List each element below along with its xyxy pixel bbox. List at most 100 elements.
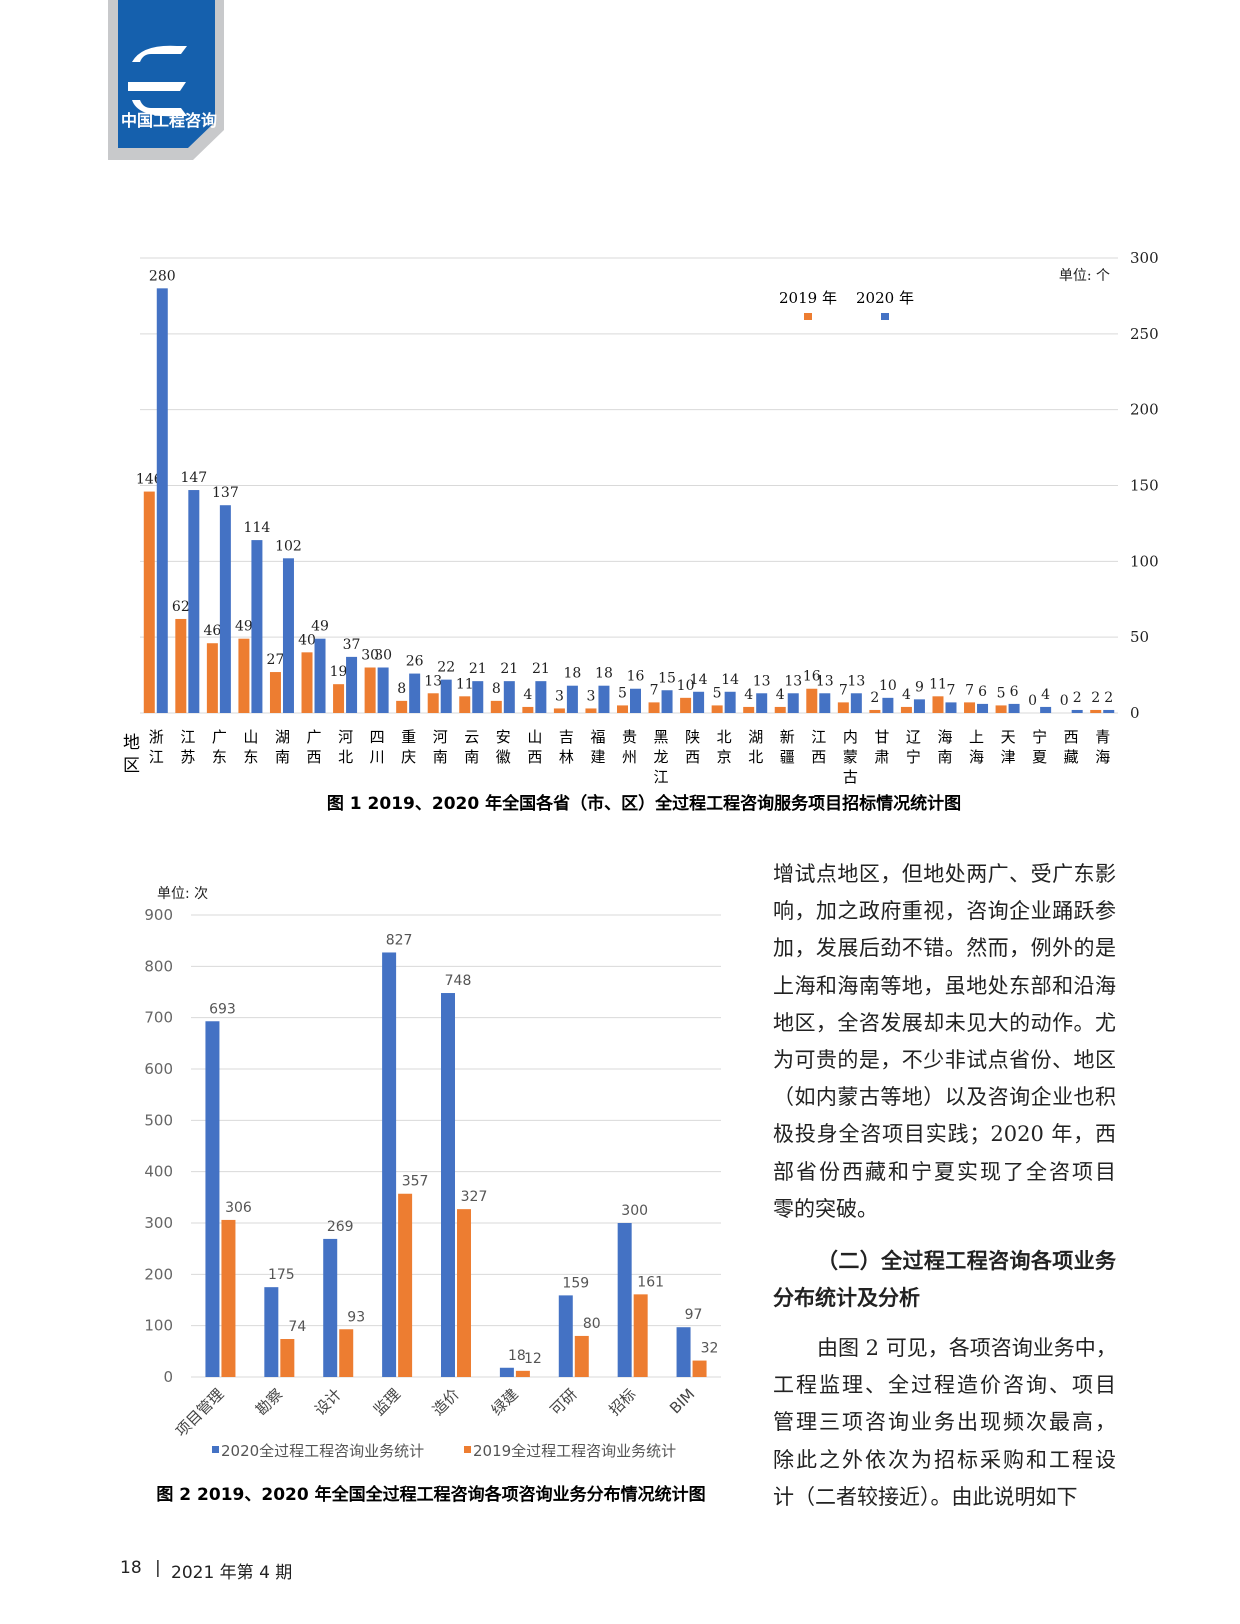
value-label: 21 [500, 661, 518, 677]
value-label: 80 [583, 1316, 601, 1332]
value-label: 2 [870, 690, 879, 706]
x-tick-label: 招标 [606, 1385, 640, 1419]
x-tick-label: 重庆 [399, 729, 417, 769]
text-line: 除此之外依次为招标采购和工程设 [773, 1447, 1116, 1472]
bar [205, 1021, 220, 1377]
text-line: 地区，全咨发展却未见大的动作。尤 [773, 1010, 1116, 1035]
value-label: 300 [621, 1203, 648, 1219]
value-label: 102 [275, 538, 302, 554]
value-label: 4 [744, 687, 753, 703]
bar [787, 693, 799, 713]
bar [427, 693, 439, 713]
bar [558, 1295, 573, 1377]
value-label: 7 [965, 682, 974, 698]
value-label: 8 [397, 681, 406, 697]
bar [515, 1370, 530, 1377]
x-tick-label: 云南 [462, 729, 480, 769]
value-label: 146 [136, 472, 163, 488]
value-label: 5 [997, 685, 1006, 701]
x-tick-label: 上海 [967, 729, 985, 769]
bar [630, 688, 641, 713]
bar [995, 705, 1007, 713]
value-label: 14 [721, 672, 739, 688]
x-tick-label: 项目管理 [172, 1385, 227, 1440]
bar [676, 1327, 691, 1377]
x-tick-label: 湖北 [746, 729, 764, 769]
value-label: 49 [235, 619, 253, 635]
bar [522, 706, 534, 713]
bar [711, 705, 723, 713]
bar [756, 693, 768, 713]
figure-caption: 图 2 2019、2020 年全国全过程工程咨询各项咨询业务分布情况统计图 [156, 1484, 705, 1505]
value-label: 748 [445, 973, 472, 989]
value-label: 7 [650, 682, 659, 698]
x-tick-label: 可研 [547, 1385, 581, 1419]
logo: 中国工程咨询 [108, 0, 224, 160]
value-label: 147 [180, 470, 207, 486]
bar [219, 505, 231, 713]
bar [692, 1360, 707, 1377]
text-line: 加，发展后劲不错。然而，例外的是 [773, 936, 1116, 961]
value-label: 21 [469, 661, 487, 677]
x-tick-label: 广东 [210, 729, 228, 769]
value-label: 15 [658, 670, 676, 686]
value-label: 11 [456, 676, 474, 692]
y-tick-label: 100 [1130, 552, 1159, 570]
heading: （二）全过程工程咨询各项业务 分布统计及分析 [773, 1243, 1116, 1317]
value-label: 30 [361, 648, 379, 664]
x-tick-label: 西藏 [1062, 729, 1080, 769]
y-tick-label: 800 [144, 957, 173, 975]
y-tick-label: 100 [144, 1317, 173, 1335]
x-tick-label: 陕西 [683, 729, 701, 769]
value-label: 0 [1060, 693, 1069, 709]
text-line: 由图 2 可见，各项咨询业务中， [817, 1336, 1117, 1360]
figure-caption: 图 1 2019、2020 年全国各省（市、区）全过程工程咨询服务项目招标情况统… [327, 793, 961, 814]
bar [913, 699, 925, 713]
y-tick-label: 50 [1130, 628, 1149, 646]
bar [1040, 706, 1052, 713]
bar [457, 1209, 471, 1377]
x-tick-label: 江苏 [178, 729, 196, 769]
x-tick-label: 福建 [588, 729, 606, 769]
chart: 0 100 200 300 400 500 600 700 800 900 单位: 次 693 306 项… [144, 886, 721, 1505]
x-tick-label: 山西 [525, 729, 543, 769]
value-label: 7 [947, 682, 956, 698]
value-label: 306 [225, 1200, 252, 1216]
x-tick-label: 青海 [1093, 729, 1111, 769]
text-line: 响，加之政府重视，咨询企业踊跃参 [773, 899, 1116, 924]
y-tick-label: 200 [144, 1265, 173, 1283]
x-tick-label: 天津 [999, 729, 1017, 769]
value-label: 13 [784, 673, 802, 689]
bar [774, 706, 786, 713]
value-label: 9 [915, 679, 924, 695]
unit-label: 单位: 次 [157, 886, 208, 902]
bar [1090, 709, 1102, 713]
bar [143, 491, 155, 713]
x-tick-label: 山东 [241, 729, 259, 769]
y-tick-label: 700 [144, 1009, 173, 1027]
value-label: 93 [347, 1309, 365, 1325]
bar [206, 643, 218, 713]
bar [314, 638, 326, 713]
value-label: 18 [508, 1348, 526, 1364]
y-tick-label: 0 [163, 1368, 173, 1386]
legend-label: 2020 年 [856, 289, 914, 307]
bar [806, 688, 818, 713]
value-label: 14 [690, 672, 708, 688]
bar [156, 288, 168, 713]
bar [585, 708, 597, 713]
value-label: 62 [172, 599, 190, 615]
bar [238, 638, 250, 713]
bar [175, 618, 187, 713]
bar [882, 697, 894, 713]
value-label: 19 [330, 664, 348, 680]
value-label: 26 [406, 654, 424, 670]
bar [535, 681, 547, 713]
y-tick-label: 0 [1130, 704, 1140, 722]
bar [472, 681, 484, 713]
x-tick-label: 辽宁 [904, 729, 922, 769]
value-label: 5 [713, 685, 722, 701]
x-tick-label: 甘肃 [872, 729, 890, 769]
value-label: 3 [555, 688, 564, 704]
value-label: 6 [1010, 684, 1019, 700]
